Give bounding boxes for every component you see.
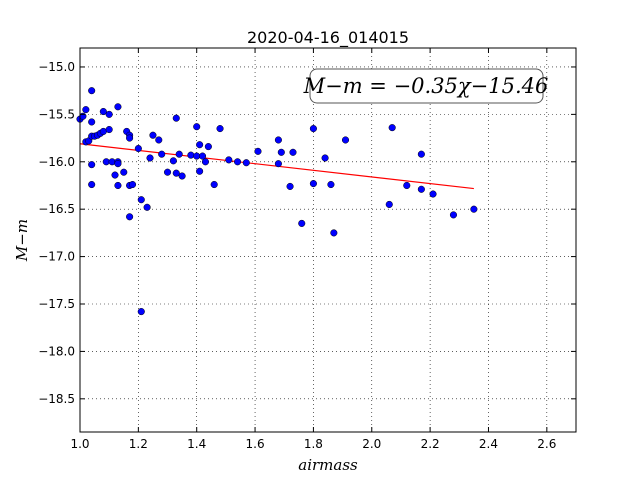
x-tick-label: 2.2 bbox=[421, 437, 440, 451]
x-tick-label: 2.6 bbox=[537, 437, 556, 451]
data-point bbox=[196, 141, 204, 149]
x-tick-label: 1.6 bbox=[246, 437, 265, 451]
data-point bbox=[341, 136, 350, 144]
data-point bbox=[137, 196, 145, 204]
data-point bbox=[114, 103, 122, 111]
data-point bbox=[99, 107, 107, 116]
data-point bbox=[327, 180, 335, 189]
annotation-frame bbox=[309, 68, 544, 104]
data-point bbox=[449, 211, 458, 219]
data-point bbox=[88, 87, 96, 95]
data-point bbox=[146, 154, 154, 162]
x-tick-label: 1.8 bbox=[304, 437, 323, 451]
data-point bbox=[134, 144, 142, 153]
data-point bbox=[111, 171, 119, 179]
data-point bbox=[105, 125, 113, 134]
data-point bbox=[274, 136, 282, 144]
data-point bbox=[178, 172, 186, 180]
data-point bbox=[114, 160, 122, 168]
y-tick-label: −15.5 bbox=[38, 107, 75, 121]
data-point bbox=[172, 169, 180, 177]
data-point bbox=[149, 131, 157, 139]
data-point bbox=[298, 219, 306, 227]
data-point bbox=[330, 229, 338, 237]
y-tick-label: −15.0 bbox=[38, 60, 75, 74]
data-point bbox=[105, 110, 113, 118]
x-axis-label: airmass bbox=[298, 456, 358, 474]
data-point bbox=[88, 161, 96, 169]
data-point bbox=[163, 168, 172, 176]
data-point bbox=[196, 167, 204, 175]
data-point bbox=[126, 213, 134, 221]
data-point bbox=[82, 106, 90, 114]
data-point bbox=[155, 136, 163, 144]
data-point bbox=[289, 148, 297, 156]
data-point bbox=[158, 150, 166, 158]
data-point bbox=[429, 190, 437, 198]
data-point bbox=[187, 151, 195, 159]
data-point bbox=[277, 148, 285, 156]
annotation-box: M−m = −0.35χ−15.46 bbox=[303, 68, 549, 104]
data-point bbox=[143, 203, 151, 211]
y-tick-label: −18.5 bbox=[38, 392, 75, 406]
y-tick-label: −16.5 bbox=[38, 202, 75, 216]
data-point bbox=[234, 158, 242, 166]
data-point bbox=[169, 157, 177, 165]
data-point bbox=[198, 152, 207, 160]
x-tick-label: 1.2 bbox=[129, 437, 148, 451]
grid bbox=[79, 48, 576, 432]
data-point bbox=[204, 143, 212, 151]
data-point bbox=[88, 118, 96, 126]
y-tick-label: −18.0 bbox=[38, 344, 75, 358]
data-point bbox=[120, 168, 128, 176]
x-tick-label: 2.4 bbox=[479, 437, 498, 451]
data-point bbox=[274, 160, 282, 168]
y-tick-label: −16.0 bbox=[38, 155, 75, 169]
y-tick-label: −17.5 bbox=[38, 297, 75, 311]
data-point bbox=[385, 200, 393, 208]
plot-frame bbox=[79, 47, 577, 433]
data-point bbox=[193, 123, 201, 131]
data-point bbox=[128, 180, 137, 189]
data-point bbox=[321, 154, 329, 162]
x-tick-label: 1.4 bbox=[187, 437, 206, 451]
data-point bbox=[201, 158, 210, 166]
data-point bbox=[172, 114, 180, 122]
data-point bbox=[242, 159, 250, 167]
data-point bbox=[388, 124, 396, 132]
data-point bbox=[417, 185, 425, 193]
x-tick-label: 1.0 bbox=[70, 437, 89, 451]
data-points bbox=[76, 87, 478, 316]
y-axis-label: M−m bbox=[13, 219, 31, 262]
chart-title: 2020-04-16_014015 bbox=[247, 28, 409, 48]
data-point bbox=[114, 181, 122, 190]
data-point bbox=[309, 180, 317, 188]
data-point bbox=[286, 182, 294, 190]
data-point bbox=[126, 134, 134, 142]
data-point bbox=[309, 125, 317, 133]
data-point bbox=[403, 181, 411, 190]
annotation-text: M−m = −0.35χ−15.46 bbox=[303, 74, 549, 98]
data-point bbox=[254, 147, 262, 155]
x-tick-label: 2.0 bbox=[362, 437, 381, 451]
data-point bbox=[137, 308, 145, 316]
data-point bbox=[88, 180, 96, 189]
data-point bbox=[225, 156, 233, 164]
data-point bbox=[210, 180, 218, 189]
axis-ticks: 1.0 1.2 1.4 1.6 1.8 2.0 2.2 2.4 2.6 −15.0 −15.5 −16… bbox=[38, 48, 576, 451]
data-point bbox=[175, 150, 183, 158]
y-tick-label: −17.0 bbox=[38, 250, 75, 264]
data-point bbox=[417, 150, 425, 158]
data-point bbox=[470, 205, 478, 213]
data-point bbox=[216, 125, 224, 133]
